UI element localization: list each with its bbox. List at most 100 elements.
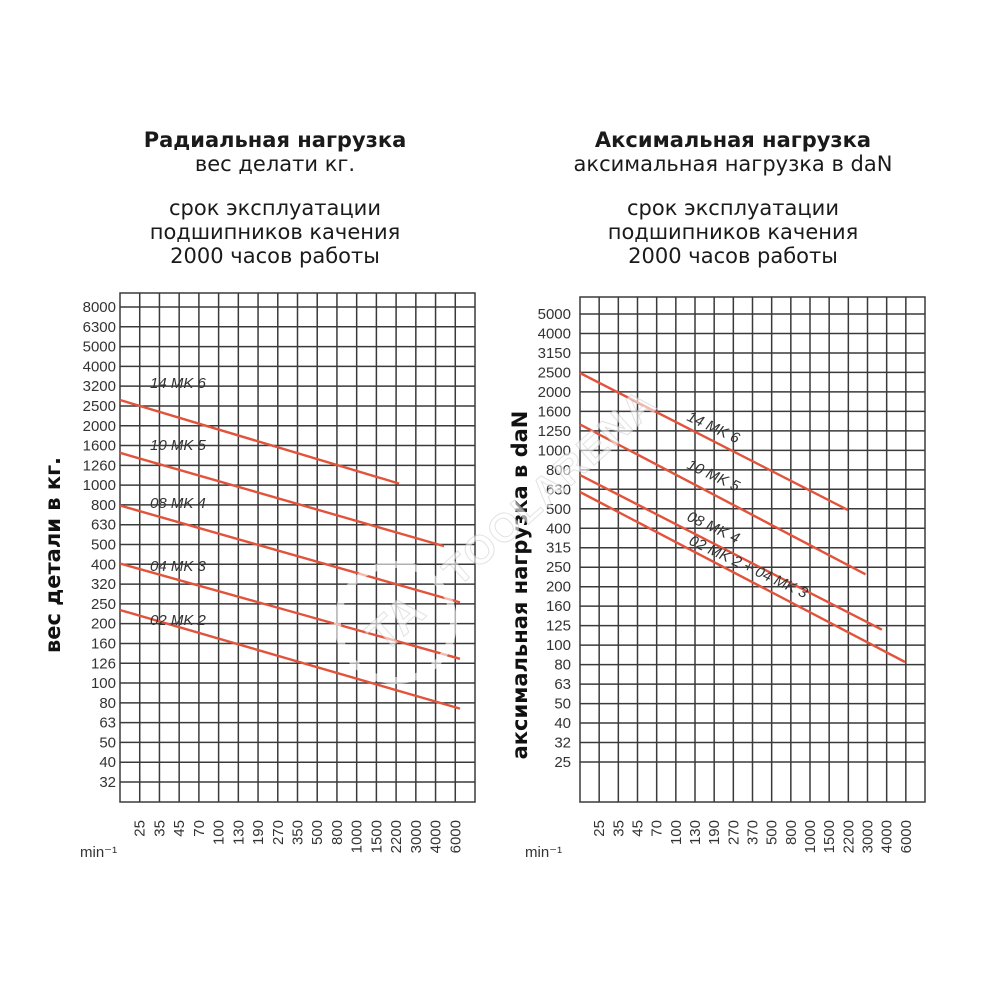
series-label: 08 MK 4 [150,495,206,512]
y-tick-label: 2000 [538,384,571,401]
series-line [119,562,461,660]
series-line [119,504,461,604]
y-tick-label: 2500 [538,364,571,381]
right-chart-header: Аксимальная нагрузка аксимальная нагрузк… [518,128,948,268]
y-tick-label: 50 [554,696,571,713]
right-chart-title: Аксимальная нагрузка [594,128,872,152]
y-tick-label: 40 [554,715,571,732]
y-tick-label: 500 [546,501,571,518]
x-tick-label: 35 [151,820,168,837]
x-tick-label: 270 [270,820,287,845]
y-tick-label: 800 [91,497,116,514]
y-tick-label: 80 [99,695,116,712]
x-tick-label: 130 [230,820,247,845]
y-tick-label: 800 [546,462,571,479]
series-line [579,371,849,511]
x-tick-label: 4000 [879,820,896,853]
y-tick-label: 32 [554,735,571,752]
x-tick-label: 190 [250,820,267,845]
x-tick-label: 100 [211,820,228,845]
x-tick-label: 370 [745,820,762,845]
x-axis-unit: min⁻¹ [525,844,562,861]
left-chart-subtitle: вес делати кг. [194,152,356,176]
x-tick-label: 2200 [840,820,857,853]
y-tick-label: 630 [546,481,571,498]
x-tick-label: 1000 [349,820,366,853]
y-tick-label: 6300 [83,319,116,336]
right-chart-note-line: подшипников качения [607,220,859,244]
series-line [579,423,867,576]
x-tick-label: 350 [290,820,307,845]
y-tick-label: 126 [91,655,116,672]
y-tick-label: 5000 [538,306,571,323]
y-tick-label: 250 [546,559,571,576]
y-tick-label: 1260 [83,457,116,474]
y-tick-label: 63 [99,715,116,732]
y-tick-label: 500 [91,537,116,554]
y-tick-label: 1250 [538,423,571,440]
y-tick-label: 400 [91,556,116,573]
y-tick-label: 2500 [83,398,116,415]
y-tick-label: 315 [546,540,571,557]
series-label: 04 MK 3 [150,558,207,575]
left-chart-title: Радиальная нагрузка [143,128,407,152]
y-tick-label: 1600 [83,438,116,455]
right-chart-subtitle: аксимальная нагрузка в daN [573,152,893,176]
y-tick-label: 200 [546,579,571,596]
x-axis-unit: min⁻¹ [80,844,117,861]
y-tick-label: 160 [546,598,571,615]
series-line [579,474,883,631]
y-tick-label: 3200 [83,378,116,395]
x-tick-label: 800 [329,820,346,845]
y-tick-label: 320 [91,576,116,593]
y-axis-label: вес детали в кг. [41,457,65,653]
series-line [119,608,461,710]
x-tick-label: 500 [309,820,326,845]
y-tick-label: 400 [546,520,571,537]
series-line [579,490,906,664]
series-line [119,451,445,548]
x-tick-label: 3000 [860,820,877,853]
y-tick-label: 8000 [83,299,116,316]
y-tick-label: 5000 [83,339,116,356]
y-tick-label: 2000 [83,418,116,435]
x-tick-label: 6000 [898,820,915,853]
right-chart-note-line: 2000 часов работы [628,244,838,268]
y-tick-label: 250 [91,596,116,613]
watermark-ring [333,560,457,684]
x-tick-label: 190 [706,820,723,845]
x-tick-label: 1000 [802,820,819,853]
y-tick-label: 4000 [83,358,116,375]
x-tick-label: 100 [668,820,685,845]
y-tick-label: 4000 [538,325,571,342]
x-tick-label: 3000 [408,820,425,853]
x-tick-label: 1500 [821,820,838,853]
y-tick-label: 40 [99,754,116,771]
x-tick-label: 6000 [447,820,464,853]
left-chart-note-line: срок эксплуатации [169,196,381,220]
x-tick-label: 500 [764,820,781,845]
y-tick-label: 160 [91,635,116,652]
y-tick-label: 100 [546,637,571,654]
y-tick-label: 80 [554,657,571,674]
y-tick-label: 32 [99,774,116,791]
x-tick-label: 800 [783,820,800,845]
right-chart: 5000400031502500200016001250100080063050… [508,296,926,861]
series-label: 14 MK 6 [150,375,207,392]
left-chart: 8000630050004000320025002000160012601000… [41,292,476,861]
x-tick-label: 270 [725,820,742,845]
y-tick-label: 50 [99,734,116,751]
x-tick-label: 45 [171,820,188,837]
right-chart-note-line: срок эксплуатации [627,196,839,220]
x-tick-label: 25 [132,820,149,837]
series-label: 02 MK 2 [150,612,207,629]
y-tick-label: 1600 [538,403,571,420]
x-tick-label: 25 [591,820,608,837]
y-axis-label: аксимальная нагрузка в daN [508,411,532,760]
y-tick-label: 1000 [83,477,116,494]
x-tick-label: 130 [687,820,704,845]
x-tick-label: 45 [630,820,647,837]
left-chart-note-line: 2000 часов работы [170,244,380,268]
y-tick-label: 125 [546,618,571,635]
left-chart-header: Радиальная нагрузка вес делати кг. срок … [60,128,490,268]
